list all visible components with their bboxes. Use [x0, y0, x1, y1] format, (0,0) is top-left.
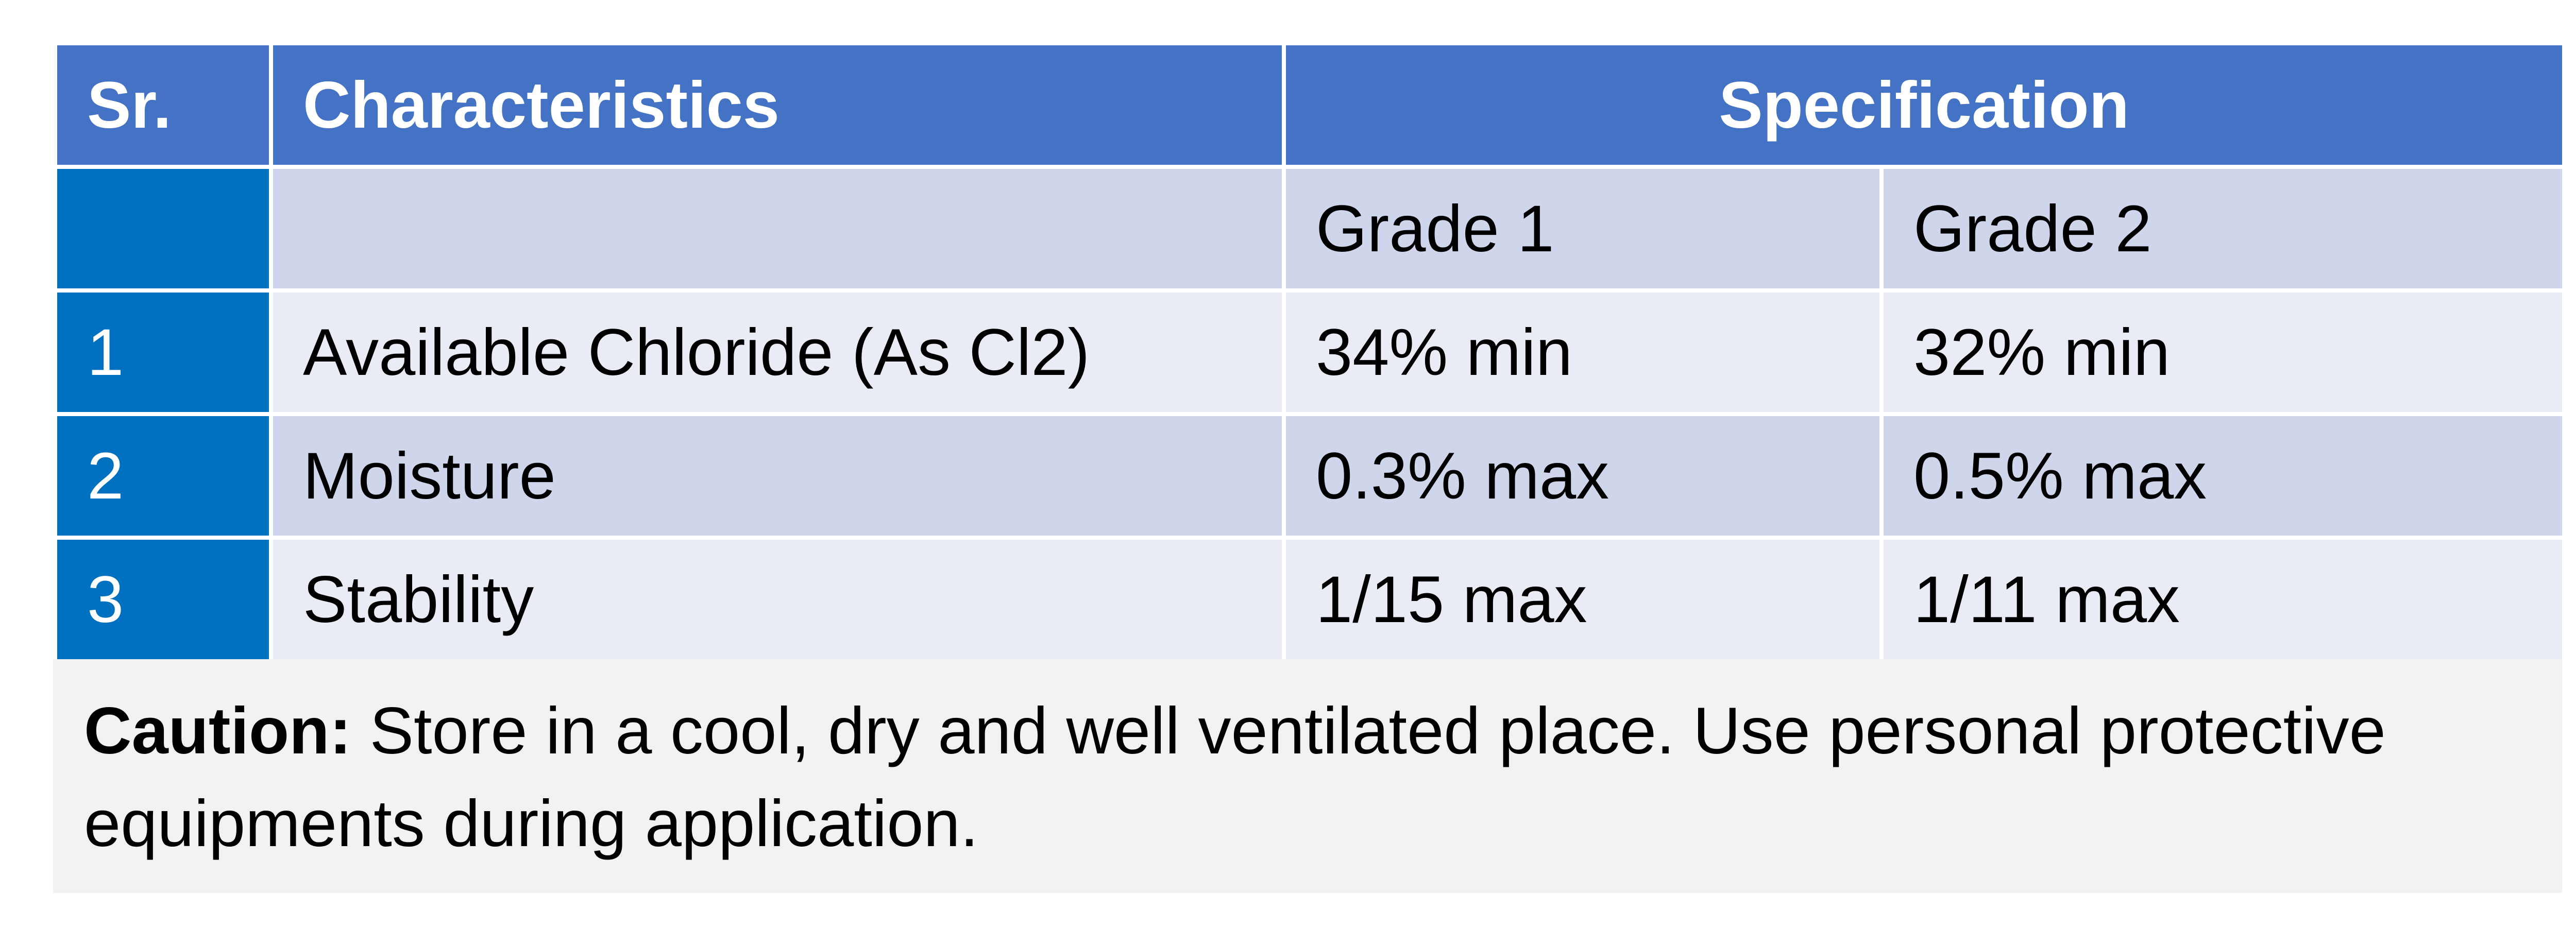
row-characteristic: Available Chloride (As Cl2): [269, 288, 1286, 416]
row-grade-2-value: 0.5% max: [1879, 412, 2566, 540]
specification-sheet: Sr. Characteristics Specification Grade …: [53, 41, 2566, 893]
subheader-characteristics-cell: [269, 165, 1286, 293]
row-sr: 3: [53, 536, 273, 663]
subheader-grade-1: Grade 1: [1282, 165, 1884, 293]
header-sr: Sr.: [53, 41, 273, 169]
header-specification: Specification: [1282, 41, 2566, 169]
row-characteristic: Moisture: [269, 412, 1286, 540]
table-row: 1 Available Chloride (As Cl2) 34% min 32…: [53, 288, 2566, 416]
table-subheader-row: Grade 1 Grade 2: [53, 165, 2566, 293]
subheader-grade-2: Grade 2: [1879, 165, 2566, 293]
caution-text: Store in a cool, dry and well ventilated…: [84, 694, 2386, 861]
row-grade-2-value: 32% min: [1879, 288, 2566, 416]
header-characteristics: Characteristics: [269, 41, 1286, 169]
row-grade-1-value: 34% min: [1282, 288, 1884, 416]
specification-table: Sr. Characteristics Specification Grade …: [53, 41, 2566, 663]
row-sr: 2: [53, 412, 273, 540]
subheader-sr-cell: [53, 165, 273, 293]
row-sr: 1: [53, 288, 273, 416]
row-grade-1-value: 0.3% max: [1282, 412, 1884, 540]
row-grade-1-value: 1/15 max: [1282, 536, 1884, 663]
row-grade-2-value: 1/11 max: [1879, 536, 2566, 663]
table-header-row: Sr. Characteristics Specification: [53, 41, 2566, 169]
caution-note: Caution: Store in a cool, dry and well v…: [53, 659, 2562, 893]
row-characteristic: Stability: [269, 536, 1286, 663]
table-row: 3 Stability 1/15 max 1/11 max: [53, 536, 2566, 663]
caution-label: Caution:: [84, 694, 351, 768]
table-row: 2 Moisture 0.3% max 0.5% max: [53, 412, 2566, 540]
